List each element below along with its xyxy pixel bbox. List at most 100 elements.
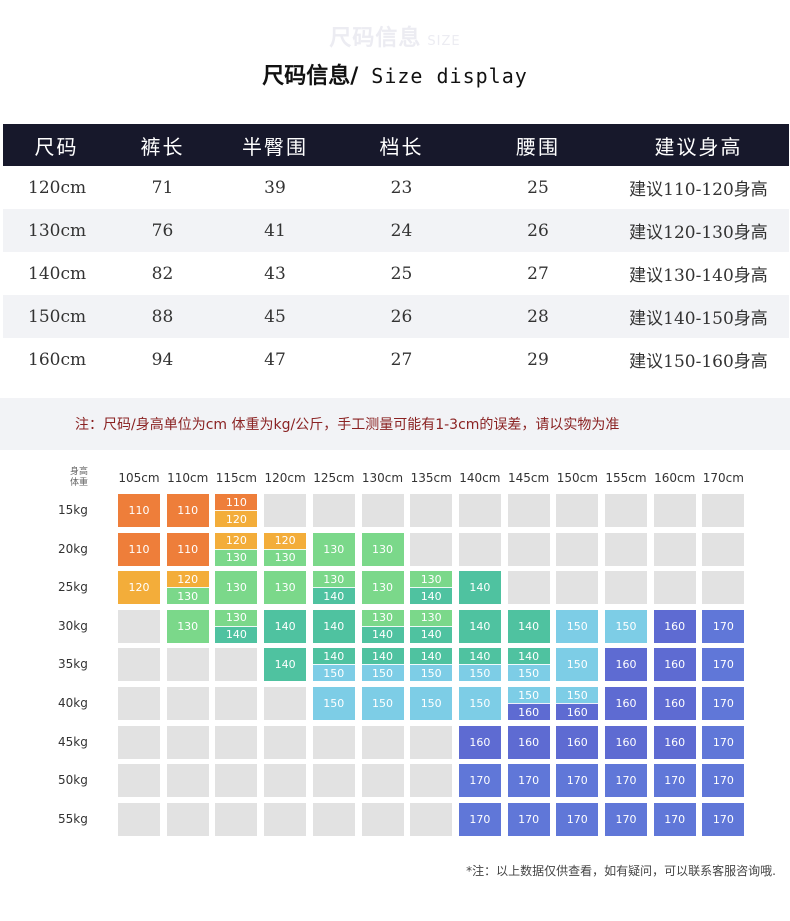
size-cell: 170	[702, 609, 745, 643]
size-value: 120	[264, 532, 307, 549]
empty-cell	[410, 532, 453, 566]
cell-size: 130cm	[3, 209, 110, 252]
size-value: 170	[702, 764, 745, 798]
cell-half-hip: 43	[215, 252, 335, 295]
size-value: 140	[410, 625, 453, 643]
header-half-hip: 半臀围	[215, 124, 335, 166]
size-value: 160	[605, 687, 647, 720]
height-column-header: 125cm	[313, 471, 355, 485]
size-value: 140	[361, 648, 404, 665]
size-value: 130	[410, 609, 453, 626]
empty-cell	[215, 802, 258, 836]
size-cell: 110 120	[215, 494, 258, 527]
size-cell: 140	[458, 609, 501, 643]
size-value: 150	[361, 687, 404, 720]
weight-row-header: 25kg	[58, 580, 88, 595]
size-value: 150	[312, 687, 355, 720]
cell-pants-length: 82	[110, 252, 215, 295]
empty-cell	[166, 764, 209, 798]
size-value: 140	[312, 648, 355, 665]
size-cell: 140	[264, 609, 307, 643]
size-value: 160	[507, 703, 550, 720]
weight-row-header: 45kg	[58, 734, 88, 749]
size-value: 170	[702, 725, 745, 759]
header-crotch-length: 档长	[335, 124, 468, 166]
size-cell: 160	[507, 725, 550, 759]
size-value: 120	[215, 510, 258, 527]
size-cell: 130 140	[410, 609, 453, 643]
empty-cell	[361, 494, 404, 527]
size-cell: 150	[410, 687, 453, 720]
size-value: 130	[264, 571, 307, 605]
size-value: 170	[556, 802, 599, 836]
cell-suggested-height: 建议120-130身高	[608, 209, 789, 252]
size-cell: 130 140	[312, 571, 355, 605]
size-value: 150	[458, 687, 501, 720]
size-value: 130	[215, 571, 258, 605]
size-value: 130	[264, 548, 307, 566]
size-cell: 160	[653, 725, 696, 759]
size-value: 140	[458, 571, 501, 605]
cell-pants-length: 94	[110, 338, 215, 381]
size-cell: 160	[653, 648, 696, 682]
size-cell: 130	[166, 609, 209, 643]
weight-row-header: 50kg	[58, 773, 88, 788]
size-value: 130	[361, 609, 404, 626]
size-value: 170	[507, 802, 550, 836]
size-cell: 130	[361, 532, 404, 566]
empty-cell	[264, 802, 307, 836]
size-value: 140	[312, 587, 355, 605]
size-cell: 160	[556, 725, 599, 759]
empty-cell	[118, 609, 160, 643]
size-value: 160	[653, 648, 696, 682]
size-cell: 140 150	[507, 648, 550, 682]
size-cell: 120 130	[264, 532, 307, 566]
height-column-header: 105cm	[118, 471, 160, 485]
empty-cell	[166, 802, 209, 836]
table-row: 160cm 94 47 27 29 建议150-160身高	[3, 338, 789, 381]
size-cell: 110	[118, 494, 160, 527]
size-value: 140	[507, 609, 550, 643]
empty-cell	[653, 494, 696, 527]
size-cell: 130 140	[361, 609, 404, 643]
empty-cell	[605, 494, 647, 527]
corner-weight-label: 体重	[69, 478, 88, 488]
weight-row-header: 40kg	[58, 696, 88, 710]
cell-crotch-length: 23	[335, 166, 468, 209]
size-cell: 170	[507, 764, 550, 798]
size-value: 120	[215, 532, 258, 549]
size-value: 150	[556, 609, 599, 643]
cell-waist: 29	[468, 338, 608, 381]
size-cell: 150	[312, 687, 355, 720]
cell-waist: 28	[468, 295, 608, 338]
empty-cell	[653, 532, 696, 566]
cell-size: 150cm	[3, 295, 110, 338]
page-title: 尺码信息/ Size display	[0, 58, 790, 90]
empty-cell	[410, 725, 453, 759]
size-cell: 170	[507, 802, 550, 836]
size-cell: 150 160	[556, 687, 599, 720]
empty-cell	[653, 571, 696, 605]
size-value: 110	[118, 494, 160, 527]
size-value: 130	[410, 571, 453, 588]
size-cell: 120 130	[166, 571, 209, 605]
size-value: 170	[702, 609, 745, 643]
size-value: 150	[507, 664, 550, 682]
height-column-header: 140cm	[459, 471, 501, 485]
height-column-header: 130cm	[361, 471, 404, 485]
size-value: 140	[458, 609, 501, 643]
size-value: 150	[605, 609, 647, 643]
size-cell: 140	[312, 609, 355, 643]
cell-suggested-height: 建议110-120身高	[608, 166, 789, 209]
size-cell: 170	[653, 802, 696, 836]
cell-half-hip: 45	[215, 295, 335, 338]
size-cell: 130 140	[215, 609, 258, 643]
size-value: 140	[458, 648, 501, 665]
height-column-header: 120cm	[264, 471, 306, 485]
cell-pants-length: 71	[110, 166, 215, 209]
empty-cell	[410, 764, 453, 798]
size-cell: 160	[605, 687, 647, 720]
height-column-header: 155cm	[605, 471, 647, 485]
size-cell: 120	[118, 571, 160, 605]
size-value: 170	[653, 802, 696, 836]
